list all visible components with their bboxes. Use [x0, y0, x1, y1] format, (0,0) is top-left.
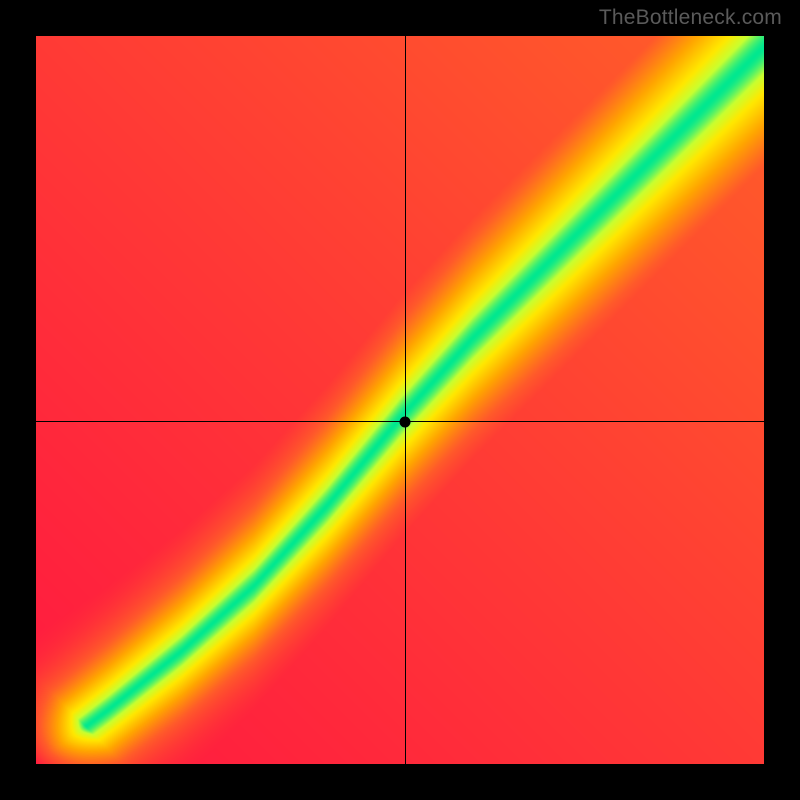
- watermark-text: TheBottleneck.com: [599, 6, 782, 30]
- selection-marker: [400, 416, 411, 427]
- bottleneck-heatmap: [36, 36, 764, 764]
- chart-container: TheBottleneck.com: [0, 0, 800, 800]
- crosshair-vertical: [405, 36, 406, 764]
